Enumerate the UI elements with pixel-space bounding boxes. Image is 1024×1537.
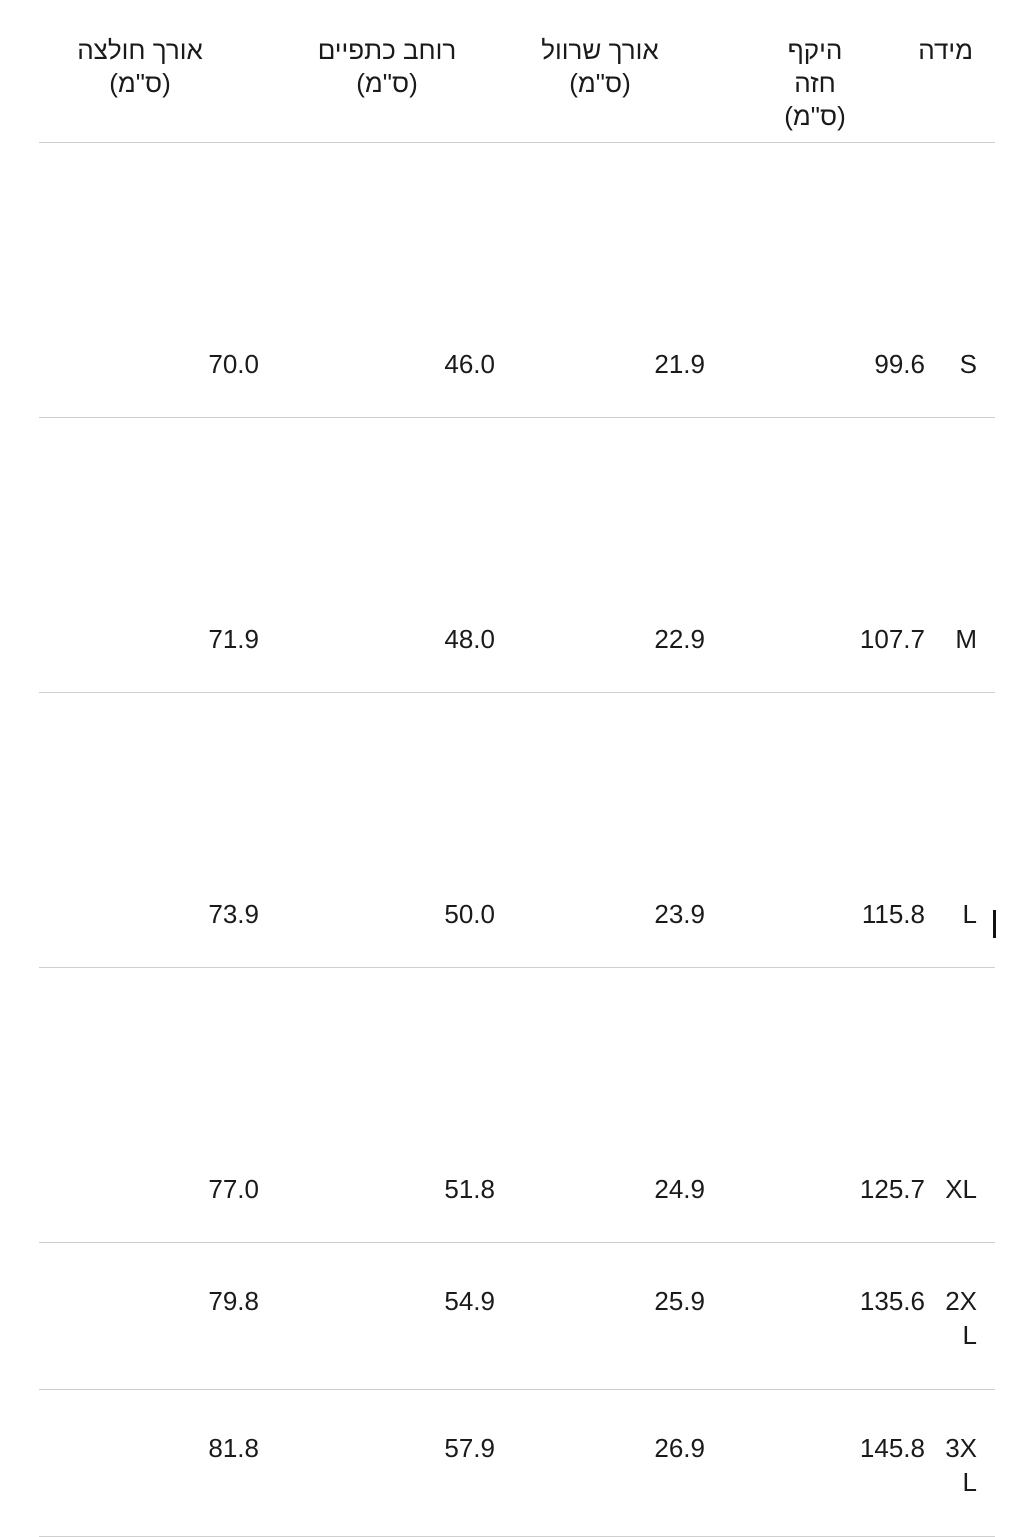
length-value: 70.0 xyxy=(208,348,259,379)
sleeve-value: 25.9 xyxy=(654,1285,705,1316)
length-value: 81.8 xyxy=(208,1432,259,1463)
shoulder-value: 51.8 xyxy=(444,1173,495,1204)
header-sleeve: אורך שרוול (ס"מ) xyxy=(495,22,705,143)
text-cursor xyxy=(993,910,996,938)
table-row: XL 125.7 24.9 51.8 77.0 xyxy=(39,967,995,1243)
table-row: L 115.8 23.9 50.0 73.9 xyxy=(39,692,995,968)
table-row: 3XL 145.8 26.9 57.9 81.8 xyxy=(39,1389,995,1537)
size-label: 2XL xyxy=(945,1285,977,1350)
length-value: 79.8 xyxy=(208,1285,259,1316)
sleeve-value: 26.9 xyxy=(654,1432,705,1463)
size-label: M xyxy=(955,623,977,654)
sleeve-value: 21.9 xyxy=(654,348,705,379)
sleeve-value: 24.9 xyxy=(654,1173,705,1204)
chest-value: 135.6 xyxy=(859,1285,925,1316)
table-header-row: מידה היקף חזה (ס"מ) אורך שרוול (ס"מ) רוח… xyxy=(39,22,995,143)
length-value: 71.9 xyxy=(208,623,259,654)
chest-value: 115.8 xyxy=(861,898,925,929)
sleeve-value: 23.9 xyxy=(654,898,705,929)
size-label: S xyxy=(959,348,977,379)
size-chart-table: מידה היקף חזה (ס"מ) אורך שרוול (ס"מ) רוח… xyxy=(39,22,995,1537)
size-label: L xyxy=(962,898,977,929)
length-value: 77.0 xyxy=(208,1173,259,1204)
chest-value: 99.6 xyxy=(874,348,925,379)
shoulder-value: 54.9 xyxy=(444,1285,495,1316)
shoulder-value: 57.9 xyxy=(444,1432,495,1463)
chest-value: 125.7 xyxy=(859,1173,925,1204)
table-row: M 107.7 22.9 48.0 71.9 xyxy=(39,417,995,693)
table-row: S 99.6 21.9 46.0 70.0 xyxy=(39,142,995,418)
chest-value: 107.7 xyxy=(859,623,925,654)
size-label: 3XL xyxy=(945,1432,977,1497)
header-shoulder: רוחב כתפיים (ס"מ) xyxy=(259,22,495,143)
length-value: 73.9 xyxy=(208,898,259,929)
shoulder-value: 46.0 xyxy=(444,348,495,379)
header-size: מידה xyxy=(918,22,995,143)
shoulder-value: 48.0 xyxy=(444,623,495,654)
header-length: אורך חולצה (ס"מ) xyxy=(39,22,259,143)
size-chart-page: מידה היקף חזה (ס"מ) אורך שרוול (ס"מ) רוח… xyxy=(39,22,996,1537)
header-chest: היקף חזה (ס"מ) xyxy=(705,22,925,143)
shoulder-value: 50.0 xyxy=(444,898,495,929)
size-label: XL xyxy=(945,1173,977,1204)
table-row: 2XL 135.6 25.9 54.9 79.8 xyxy=(39,1242,995,1390)
sleeve-value: 22.9 xyxy=(654,623,705,654)
chest-value: 145.8 xyxy=(859,1432,925,1463)
